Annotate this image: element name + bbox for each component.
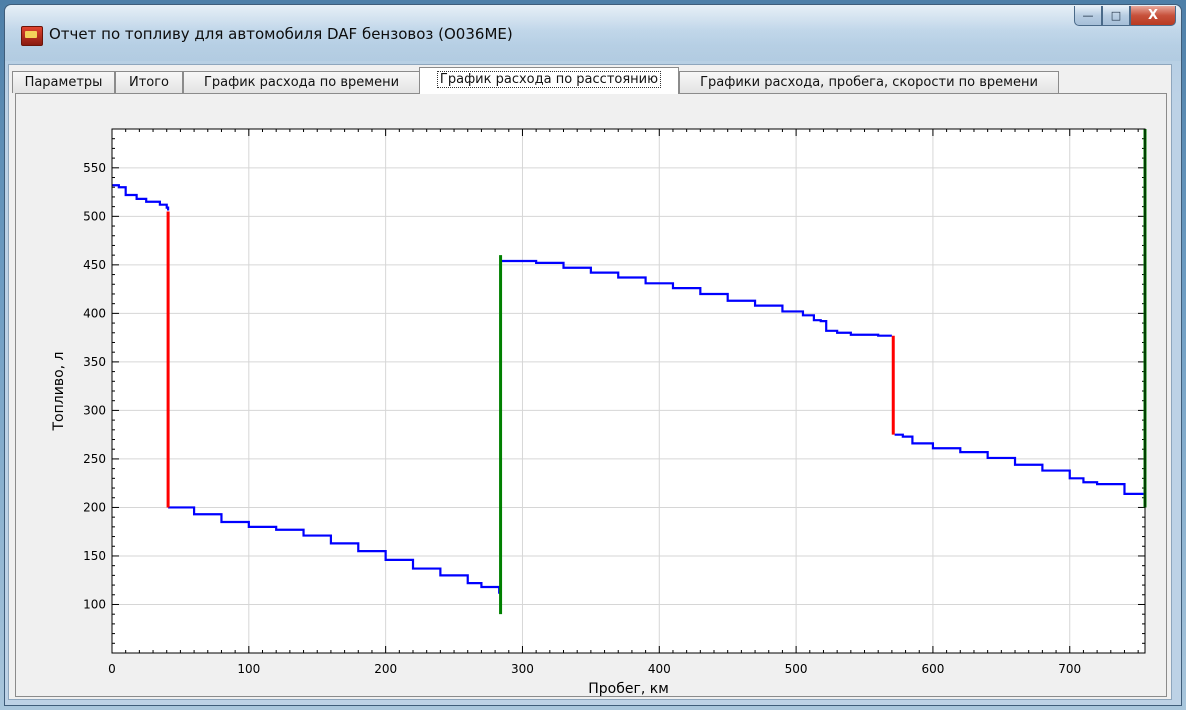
x-axis-label: Пробег, км <box>588 681 669 696</box>
y-tick-label: 100 <box>83 597 106 611</box>
y-tick-label: 500 <box>83 209 106 223</box>
close-button[interactable]: X <box>1130 6 1176 26</box>
close-icon: X <box>1147 8 1159 23</box>
x-tick-label: 200 <box>374 662 397 676</box>
tab-consumption-mileage-speed-by-time[interactable]: Графики расхода, пробега, скорости по вр… <box>679 71 1059 93</box>
minimize-button[interactable]: — <box>1074 6 1102 26</box>
caption-buttons: — □ X <box>1074 6 1176 26</box>
y-tick-label: 350 <box>83 355 106 369</box>
tab-label: График расхода по времени <box>203 75 400 90</box>
x-tick-label: 100 <box>237 662 260 676</box>
fuel-by-distance-chart: 0 100 200 300 400 500 600 700 100 150 200 250 300 350… <box>51 128 1147 697</box>
maximize-button[interactable]: □ <box>1102 6 1130 26</box>
x-tick-label: 300 <box>511 662 534 676</box>
maximize-icon: □ <box>1110 9 1122 22</box>
consumption-series-line <box>112 184 170 211</box>
y-tick-label: 200 <box>83 500 106 514</box>
window-title: Отчет по топливу для автомобиля DAF бенз… <box>49 25 513 43</box>
y-tick-label: 300 <box>83 403 106 417</box>
tab-label: Параметры <box>24 75 103 90</box>
tab-total[interactable]: Итого <box>115 71 183 93</box>
title-bar[interactable]: Отчет по топливу для автомобиля DAF бенз… <box>5 5 1181 61</box>
series-lines <box>112 129 1147 615</box>
plot-area <box>112 129 1145 653</box>
x-tick-label: 500 <box>785 662 808 676</box>
y-tick-label: 250 <box>83 452 106 466</box>
x-tick-label: 600 <box>921 662 944 676</box>
consumption-series-line <box>168 506 501 594</box>
tab-parameters[interactable]: Параметры <box>12 71 115 93</box>
x-tick-label: 0 <box>108 662 116 676</box>
y-tick-label: 400 <box>83 306 106 320</box>
minimize-icon: — <box>1082 9 1094 22</box>
tab-consumption-by-distance[interactable]: График расхода по расстоянию <box>419 67 679 94</box>
consumption-series-line <box>501 259 892 337</box>
tab-label: График расхода по расстоянию <box>436 71 662 88</box>
tab-consumption-by-time[interactable]: График расхода по времени <box>183 71 420 93</box>
tick-labels: 0 100 200 300 400 500 600 700 100 150 200 250 300 350… <box>83 161 1081 676</box>
x-tick-label: 400 <box>648 662 671 676</box>
y-tick-label: 450 <box>83 258 106 272</box>
tab-label: Итого <box>128 75 170 90</box>
plot-frame <box>111 128 1146 654</box>
grid-lines <box>111 129 1145 653</box>
chart-panel: 0 100 200 300 400 500 600 700 100 150 200 250 300 350… <box>15 93 1167 697</box>
tab-label: Графики расхода, пробега, скорости по вр… <box>700 75 1038 90</box>
x-tick-label: 700 <box>1058 662 1081 676</box>
fuel-truck-app-icon <box>21 26 43 46</box>
y-tick-label: 550 <box>83 161 106 175</box>
consumption-series-line <box>894 433 1147 503</box>
y-tick-label: 150 <box>83 549 106 563</box>
y-axis-label: Топливо, л <box>51 352 67 432</box>
